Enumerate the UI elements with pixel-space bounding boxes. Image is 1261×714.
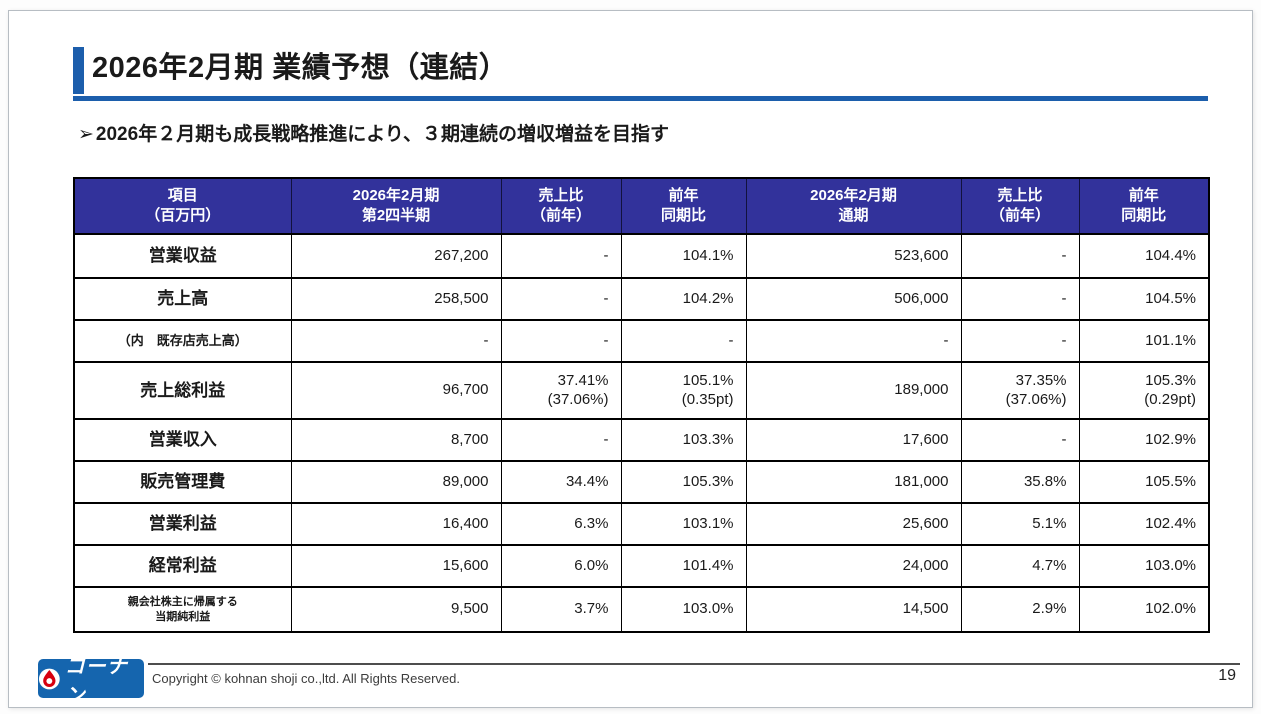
table-cell: 181,000 — [745, 460, 962, 504]
table-cell: 103.3% — [620, 418, 747, 462]
table-cell: 9,500 — [290, 586, 502, 633]
table-row: （内 既存店売上高） - - - - - 101.1% — [73, 319, 1210, 363]
table-cell: 104.4% — [1078, 233, 1210, 279]
table-cell: 3.7% — [500, 586, 622, 633]
column-header-q2: 2026年2月期 第2四半期 — [290, 177, 502, 235]
table-row: 親会社株主に帰属する 当期純利益 9,500 3.7% 103.0% 14,50… — [73, 586, 1210, 633]
bullet-arrow-icon: ➢ — [78, 124, 94, 145]
table-cell: 105.1% (0.35pt) — [620, 361, 747, 420]
table-cell: 103.0% — [1078, 544, 1210, 588]
row-label: 営業収益 — [73, 233, 292, 279]
table-header-row: 項目 （百万円） 2026年2月期 第2四半期 売上比 （前年） 前年 同期比 … — [73, 177, 1210, 235]
row-label: 売上高 — [73, 277, 292, 321]
table-cell: - — [960, 277, 1080, 321]
table-cell: 258,500 — [290, 277, 502, 321]
row-label: 親会社株主に帰属する 当期純利益 — [73, 586, 292, 633]
table-cell: 104.2% — [620, 277, 747, 321]
table-row: 販売管理費 89,000 34.4% 105.3% 181,000 35.8% … — [73, 460, 1210, 504]
title-underline — [73, 96, 1208, 101]
column-header-q2-sales-ratio: 売上比 （前年） — [500, 177, 622, 235]
table-cell: 96,700 — [290, 361, 502, 420]
table-row: 営業収入 8,700 - 103.3% 17,600 - 102.9% — [73, 418, 1210, 462]
table-cell: 17,600 — [745, 418, 962, 462]
table-cell: 25,600 — [745, 502, 962, 546]
table-cell: 104.5% — [1078, 277, 1210, 321]
table-cell: 105.3% — [620, 460, 747, 504]
row-label: （内 既存店売上高） — [73, 319, 292, 363]
table-cell: 35.8% — [960, 460, 1080, 504]
row-label: 営業収入 — [73, 418, 292, 462]
table-cell: 267,200 — [290, 233, 502, 279]
table-cell: - — [745, 319, 962, 363]
table-cell: - — [500, 233, 622, 279]
column-header-item: 項目 （百万円） — [73, 177, 292, 235]
table-cell: 37.35% (37.06%) — [960, 361, 1080, 420]
table-row: 売上総利益 96,700 37.41% (37.06%) 105.1% (0.3… — [73, 361, 1210, 420]
copyright-text: Copyright © kohnan shoji co.,ltd. All Ri… — [152, 671, 461, 686]
table-cell: 8,700 — [290, 418, 502, 462]
row-label: 経常利益 — [73, 544, 292, 588]
bullet-text: 2026年２月期も成長戦略推進により、３期連続の増収増益を目指す — [95, 124, 670, 145]
key-message: ➢ 2026年２月期も成長戦略推進により、３期連続の増収増益を目指す — [78, 119, 669, 146]
table-cell: - — [500, 418, 622, 462]
table-row: 売上高 258,500 - 104.2% 506,000 - 104.5% — [73, 277, 1210, 321]
table-cell: 103.0% — [620, 586, 747, 633]
row-label: 売上総利益 — [73, 361, 292, 420]
logo-text: コーナン — [64, 655, 128, 707]
table-cell: 6.3% — [500, 502, 622, 546]
table-row: 営業利益 16,400 6.3% 103.1% 25,600 5.1% 102.… — [73, 502, 1210, 546]
row-label: 営業利益 — [73, 502, 292, 546]
table-cell: 102.4% — [1078, 502, 1210, 546]
logo-droplet-icon — [38, 668, 60, 689]
table-cell: 14,500 — [745, 586, 962, 633]
table-cell: 189,000 — [745, 361, 962, 420]
table-cell: - — [960, 233, 1080, 279]
table-cell: 103.1% — [620, 502, 747, 546]
table-cell: 523,600 — [745, 233, 962, 279]
table-cell: 102.9% — [1078, 418, 1210, 462]
column-header-q2-yoy: 前年 同期比 — [620, 177, 747, 235]
table-cell: 101.1% — [1078, 319, 1210, 363]
column-header-fullyear: 2026年2月期 通期 — [745, 177, 962, 235]
footer-divider — [148, 663, 1240, 665]
row-label: 販売管理費 — [73, 460, 292, 504]
table-cell: 104.1% — [620, 233, 747, 279]
table-cell: 105.3% (0.29pt) — [1078, 361, 1210, 420]
table-cell: 2.9% — [960, 586, 1080, 633]
table-cell: 5.1% — [960, 502, 1080, 546]
table-cell: 24,000 — [745, 544, 962, 588]
table-cell: 37.41% (37.06%) — [500, 361, 622, 420]
forecast-table: 項目 （百万円） 2026年2月期 第2四半期 売上比 （前年） 前年 同期比 … — [73, 177, 1210, 633]
table-cell: - — [500, 277, 622, 321]
table-cell: - — [960, 319, 1080, 363]
page-number: 19 — [1218, 667, 1236, 684]
table-cell: - — [500, 319, 622, 363]
table-cell: - — [290, 319, 502, 363]
table-cell: 16,400 — [290, 502, 502, 546]
table-row: 経常利益 15,600 6.0% 101.4% 24,000 4.7% 103.… — [73, 544, 1210, 588]
table-row: 営業収益 267,200 - 104.1% 523,600 - 104.4% — [73, 233, 1210, 279]
table-cell: 89,000 — [290, 460, 502, 504]
kohnan-logo: コーナン — [38, 656, 144, 707]
table-cell: 4.7% — [960, 544, 1080, 588]
column-header-fy-yoy: 前年 同期比 — [1078, 177, 1210, 235]
page-title: 2026年2月期 業績予想（連結） — [92, 52, 509, 84]
table-cell: 105.5% — [1078, 460, 1210, 504]
table-cell: - — [960, 418, 1080, 462]
table-cell: 34.4% — [500, 460, 622, 504]
table-cell: 506,000 — [745, 277, 962, 321]
table-cell: 15,600 — [290, 544, 502, 588]
table-cell: 101.4% — [620, 544, 747, 588]
column-header-fy-sales-ratio: 売上比 （前年） — [960, 177, 1080, 235]
table-cell: - — [620, 319, 747, 363]
table-cell: 6.0% — [500, 544, 622, 588]
table-cell: 102.0% — [1078, 586, 1210, 633]
title-accent-bar — [73, 47, 84, 94]
